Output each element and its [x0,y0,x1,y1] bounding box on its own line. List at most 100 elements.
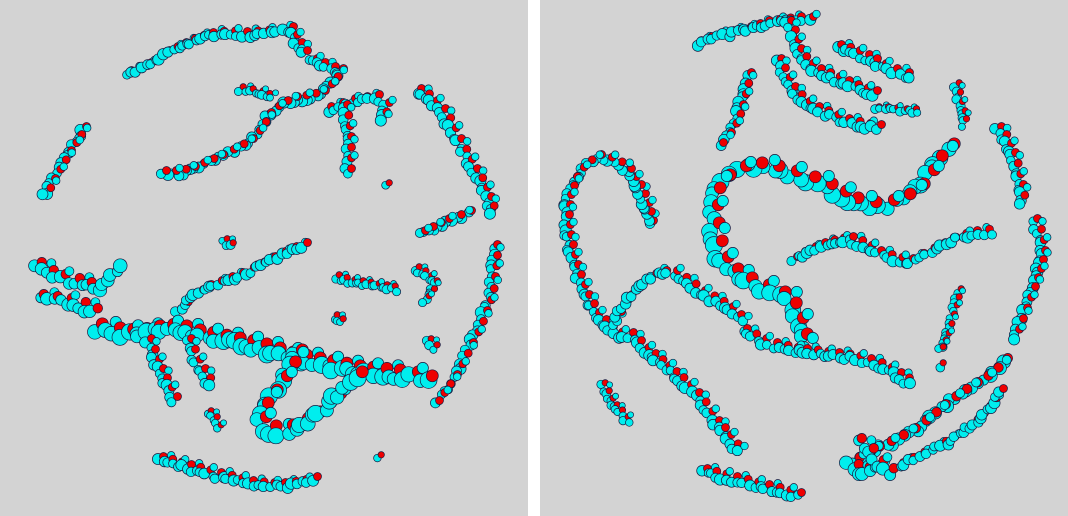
red-bead [478,173,488,183]
cyan-bead [625,418,634,427]
cyan-bead [67,148,76,157]
bead-chain-right-bits [870,101,922,118]
bead-chain-left-bar [36,122,92,201]
cyan-bead [471,152,480,161]
cyan-bead [716,195,729,207]
cyan-bead [590,292,600,301]
cyan-bead [952,313,959,321]
red-bead [377,451,385,459]
cyan-bead [486,180,495,189]
cyan-bead [925,412,935,423]
cyan-bead [859,349,868,358]
bead-chain-speck-d [373,451,385,463]
cyan-bead [483,207,496,220]
cyan-bead [950,232,960,243]
cyan-bead [1035,275,1045,284]
cyan-bead [865,190,878,202]
cyan-bead [495,259,504,268]
cyan-bead [247,134,256,143]
red-bead [151,344,160,354]
left-bead-plot [0,0,528,516]
cyan-bead [152,337,161,346]
bead-chain-speck-a [935,359,947,373]
bead-chain-speck-c [331,311,347,326]
cyan-bead [374,114,387,127]
cyan-bead [744,311,753,321]
bead-chain-right-small-b [410,263,442,308]
cyan-bead [266,93,274,102]
cyan-bead [199,352,208,361]
cyan-bead [164,366,173,375]
cyan-bead [418,298,427,308]
cyan-bead [1024,306,1033,315]
cyan-bead [574,174,584,183]
cyan-bead [1030,290,1039,299]
cyan-bead [903,377,916,390]
cyan-bead [318,62,329,72]
cyan-bead [278,99,287,108]
red-bead [1020,190,1030,200]
cyan-bead [189,161,198,170]
cyan-bead [1008,333,1021,346]
cyan-bead [296,27,305,37]
bead-chain-lower-sweep [739,324,916,390]
red-bead [781,63,790,73]
cyan-bead [175,163,184,173]
cyan-bead [447,106,456,115]
red-bead [347,142,356,152]
red-bead [955,293,963,301]
red-bead [755,156,769,170]
cyan-bead [839,69,848,79]
cyan-bead [1043,248,1052,257]
bead-chain-speck-e [381,179,393,190]
cyan-bead [871,238,880,247]
bead-chain-left-upper-stroke [715,68,758,151]
cyan-bead [491,194,500,203]
cyan-bead [768,154,781,166]
cyan-bead [428,290,435,298]
cyan-bead [584,277,593,287]
red-bead [457,210,466,219]
bead-chain-bottom-run [696,463,806,502]
cyan-bead [892,190,905,202]
red-bead [1019,314,1028,323]
cyan-bead [158,352,167,361]
red-bead [569,240,578,249]
red-bead [347,164,356,173]
bead-chain-right-arc [413,84,500,220]
red-bead [355,365,369,379]
red-bead [679,373,689,382]
cyan-bead [36,188,49,201]
red-bead [1037,224,1046,234]
cyan-bead [867,81,876,90]
cyan-bead [463,137,472,146]
cyan-bead [790,286,803,298]
cyan-bead [971,377,981,388]
cyan-bead [964,109,972,117]
cyan-bead [844,181,857,194]
cyan-bead [305,88,314,97]
red-bead [868,443,879,454]
bead-chain-short-left [596,379,634,427]
red-bead [744,78,754,88]
cyan-bead [740,441,749,451]
cyan-bead [1013,198,1026,210]
cyan-bead [436,93,445,103]
red-bead [691,279,701,289]
cyan-bead [578,262,588,272]
cyan-bead [932,160,945,172]
cyan-bead [1040,261,1049,271]
cyan-bead [443,385,452,395]
cyan-bead [660,267,671,279]
cyan-bead [776,291,792,306]
bead-chain-mid-line [170,237,312,317]
bead-chain-wave-mid [786,223,997,269]
cyan-bead [837,107,846,117]
cyan-bead [264,407,277,419]
cyan-bead [583,160,592,169]
cyan-bead [75,135,84,145]
red-bead [229,239,237,247]
cyan-bead [112,258,128,273]
cyan-bead [735,116,744,125]
